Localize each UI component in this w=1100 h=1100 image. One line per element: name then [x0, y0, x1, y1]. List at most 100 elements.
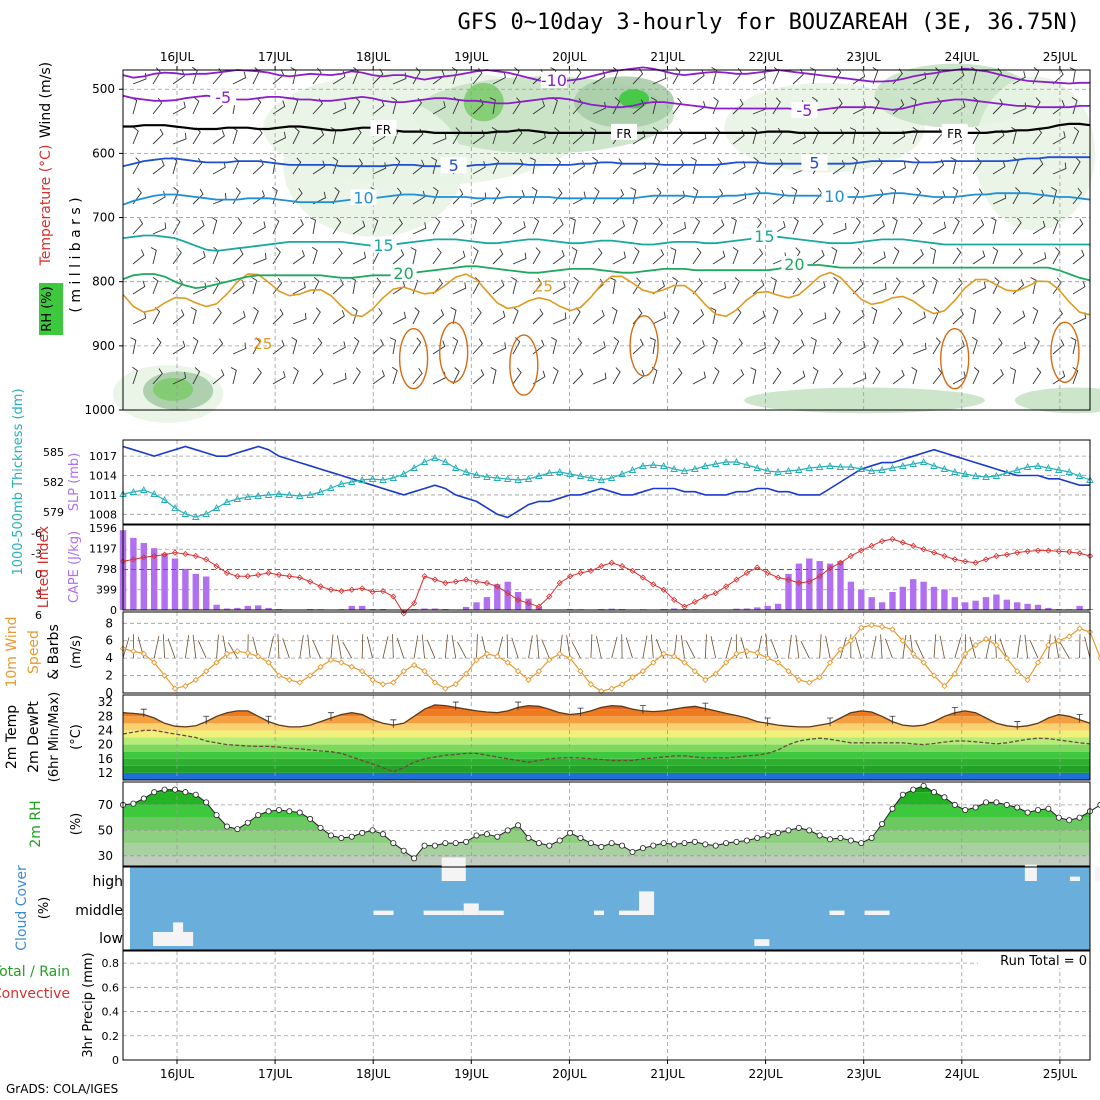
wind-barb: [1052, 339, 1065, 355]
wind10-tick: 4: [105, 651, 113, 665]
thickness-point: [150, 490, 158, 497]
cape-tick: 0: [110, 604, 117, 617]
wind-barb: [972, 250, 986, 265]
wind-barb: [312, 67, 322, 85]
wind-barb: [1052, 247, 1061, 265]
cloud-block: [639, 891, 655, 915]
rh-point: [795, 824, 802, 831]
wind-barb: [152, 190, 166, 205]
ylabel-wind10-barbs: & Barbs: [46, 624, 62, 680]
wind10-barb: [299, 635, 304, 659]
wind10-line: [122, 624, 1100, 692]
wind10-point: [702, 676, 709, 684]
precip-tick: 0.6: [102, 981, 120, 994]
wind-barb: [252, 367, 262, 385]
thickness-point: [961, 470, 969, 477]
wind-barb: [992, 307, 1002, 325]
wind-barb: [889, 187, 897, 205]
thickness-point: [566, 470, 574, 477]
wind-barb: [332, 102, 347, 115]
thickness-point: [576, 472, 585, 479]
li-point: [608, 559, 615, 566]
thickness-point: [483, 473, 491, 480]
wind-barb: [612, 251, 626, 265]
thickness-point: [587, 474, 595, 481]
wind10-barb: [1016, 635, 1021, 659]
wind-barb: [1032, 97, 1041, 115]
wind-barb: [192, 219, 205, 235]
rh-point: [317, 824, 324, 831]
wind-barb: [531, 187, 538, 205]
wind10-frame: [122, 611, 1091, 694]
wind10-point: [390, 679, 397, 686]
wind10-barb: [197, 640, 207, 659]
wind10-barb: [1029, 640, 1039, 659]
wind10-point: [1055, 637, 1062, 644]
li-point: [369, 588, 376, 595]
wind-barb: [372, 217, 379, 235]
wind-barb: [752, 248, 764, 265]
li-point: [1076, 550, 1083, 557]
ylabel-2m-dewpt: 2m DewPt: [26, 701, 42, 773]
wind-barb: [352, 367, 361, 385]
wind-barb: [692, 132, 707, 145]
isotherm-30: [398, 327, 429, 390]
wind-barb: [1032, 158, 1044, 175]
wind10-barb: [999, 638, 1008, 659]
wind-barb: [952, 100, 966, 115]
wind-barb: [392, 157, 401, 175]
wind10-point: [140, 650, 147, 657]
wind-barb: [551, 337, 558, 355]
wind-barb: [592, 217, 602, 235]
rh-point: [889, 805, 896, 812]
li-point: [858, 547, 865, 554]
wind-barb: [592, 156, 598, 175]
wind-barb: [972, 367, 980, 385]
wind10-barb: [192, 634, 197, 659]
wind-barb: [552, 157, 562, 175]
thickness-point: [420, 458, 429, 465]
cape-bar: [733, 608, 740, 610]
x-tick-bottom: 19JUL: [454, 1067, 489, 1081]
precip-tick: 0.8: [102, 957, 120, 970]
rh-band: [123, 855, 1090, 866]
rh-point: [983, 799, 990, 806]
cape-bar: [140, 543, 147, 610]
wind-barb: [1052, 131, 1066, 145]
wind10-barb: [855, 637, 862, 659]
rh-frame: [122, 781, 1091, 867]
wind-barb: [492, 310, 506, 325]
wind-barb: [192, 282, 207, 295]
li-point: [463, 576, 470, 583]
slp-plot: [119, 440, 1094, 524]
thickness-point: [181, 510, 190, 517]
wind-barb: [172, 101, 186, 115]
li-point: [473, 578, 480, 585]
wind10-point: [473, 656, 480, 664]
wind-barb: [432, 132, 447, 145]
isotherm-FR: [123, 122, 1091, 134]
cloud-block: [1069, 876, 1080, 881]
wind-barb: [752, 342, 767, 355]
thickness-point: [1065, 468, 1073, 475]
rh-point: [504, 827, 511, 834]
wind10-barb: [337, 635, 342, 659]
rh-point: [1035, 807, 1042, 814]
y-tick: 1000: [84, 403, 115, 417]
thickness-point: [160, 496, 169, 503]
rh-point: [972, 804, 979, 811]
wind10-point: [1076, 625, 1083, 632]
li-point: [764, 569, 771, 576]
thickness-point: [732, 458, 741, 465]
isotherm-label: 10: [353, 188, 373, 207]
wind10-barb: [902, 634, 907, 659]
wind10-point: [629, 674, 636, 681]
wind-barb: [311, 246, 318, 265]
wind10-barb: [541, 639, 550, 659]
rh-point: [348, 833, 355, 840]
wind-barb: [472, 338, 483, 355]
wind10-point: [878, 623, 886, 630]
y-tick: 500: [92, 82, 115, 96]
li-point: [629, 567, 636, 574]
